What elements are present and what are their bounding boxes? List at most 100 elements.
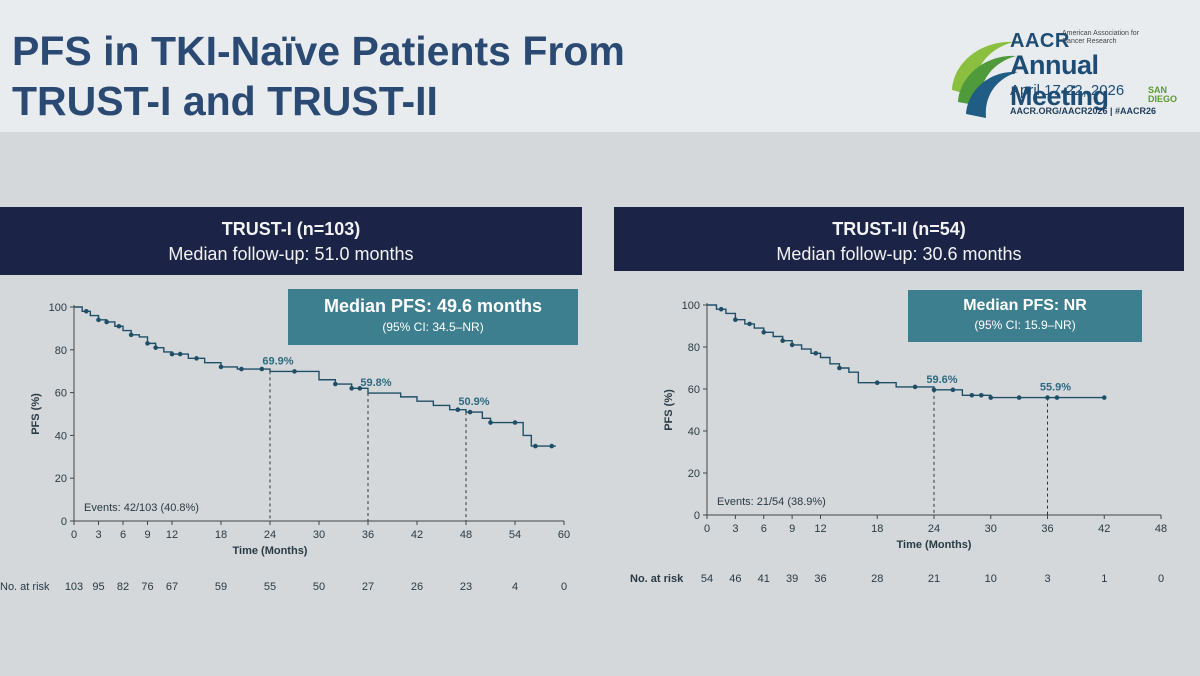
logo-event: Annual Meeting [1010, 50, 1109, 111]
trust1-censor-mark [512, 420, 518, 425]
trust2-at-risk-value: 0 [1158, 573, 1164, 585]
trust1-x-tick-label: 54 [509, 529, 521, 541]
trust1-y-tick-label: 20 [55, 473, 67, 485]
trust1-censor-mark [153, 345, 158, 350]
trust2-y-tick-label: 60 [688, 384, 700, 396]
trust1-x-tick-label: 30 [313, 529, 325, 541]
trust2-censor-mark [733, 317, 738, 323]
trust2-landmark-label: 59.6% [926, 374, 957, 386]
trust1-x-tick-label: 36 [362, 529, 374, 541]
trust1-title: TRUST-I (n=103) [221, 219, 361, 239]
trust1-at-risk-value: 82 [117, 581, 129, 593]
aacr-logo-icon [952, 41, 1018, 118]
trust1-at-risk-value: 26 [411, 581, 423, 593]
trust2-x-tick-label: 18 [871, 523, 883, 535]
trust2-censor-mark [747, 321, 752, 327]
trust2-at-risk-value: 54 [701, 573, 713, 585]
trust1-censor-mark [333, 381, 338, 387]
trust1-x-tick-label: 18 [215, 529, 227, 541]
trust1-at-risk-value: 50 [313, 581, 325, 593]
trust2-y-tick-label: 100 [682, 300, 700, 312]
trust1-x-tick-label: 60 [558, 529, 570, 541]
trust2-censor-mark [1045, 395, 1050, 400]
logo-dates: April 17-22, 2026 [1010, 82, 1125, 99]
logo-brand: AACR [1010, 30, 1070, 52]
trust2-censor-mark [874, 380, 880, 386]
trust2-events-label: Events: 21/54 (38.9%) [717, 496, 826, 508]
trust2-median-ci: (95% CI: 15.9–NR) [974, 318, 1076, 332]
logo-city: SAN DIEGO [1148, 85, 1178, 104]
trust1-censor-mark [104, 319, 109, 325]
trust1-at-risk-value: 67 [166, 581, 178, 593]
trust1-x-tick-label: 0 [71, 529, 77, 541]
trust2-at-risk-value: 3 [1044, 573, 1050, 585]
trust1-at-risk-value: 27 [362, 581, 374, 593]
trust2-y-tick-label: 80 [688, 342, 700, 354]
trust1-censor-mark [177, 351, 183, 357]
trust1-at-risk-value: 23 [460, 581, 472, 593]
trust1-at-risk-value: 4 [512, 581, 518, 593]
logo-url: AACR.ORG/AACR2026 | #AACR26 [1010, 106, 1157, 116]
trust2-censor-mark [950, 387, 956, 393]
trust2-x-tick-label: 42 [1098, 523, 1110, 535]
trust1-x-tick-label: 24 [264, 529, 276, 541]
trust1-y-axis-label: PFS (%) [30, 393, 42, 435]
trust2-x-tick-label: 3 [732, 523, 738, 535]
trust2-censor-mark [789, 342, 795, 348]
trust1-censor-mark [467, 409, 473, 415]
trust2-at-risk-value: 1 [1101, 573, 1107, 585]
trust1-censor-mark [194, 356, 199, 361]
trust2-at-risk-value: 39 [786, 573, 798, 585]
trust2-censor-mark [1101, 395, 1107, 400]
trust1-y-tick-label: 100 [49, 302, 67, 314]
trust2-censor-mark [718, 306, 724, 312]
trust1-at-risk-value: 0 [561, 581, 567, 593]
trust1-censor-mark [292, 369, 297, 374]
trust1-at-risk-value: 95 [92, 581, 104, 593]
trust1-censor-mark [169, 351, 175, 357]
trust1-x-tick-label: 3 [95, 529, 101, 541]
trust2-y-tick-label: 20 [688, 468, 700, 480]
trust2-y-axis-label: PFS (%) [663, 389, 675, 431]
trust2-at-risk-value: 41 [758, 573, 770, 585]
trust1-median-pfs: Median PFS: 49.6 months [323, 296, 543, 316]
trust1-at-risk-value: 76 [141, 581, 153, 593]
trust2-censor-mark [813, 351, 819, 356]
trust1-km-curve [74, 306, 556, 447]
trust1-censor-mark [239, 366, 244, 372]
slide-title: PFS in TKI-Naïve Patients From TRUST-I a… [12, 26, 772, 126]
trust2-censor-mark [761, 330, 767, 335]
trust1-censor-mark [96, 317, 101, 323]
trust2-censor-mark [912, 384, 918, 390]
trust1-landmark-label: 59.8% [360, 377, 391, 389]
trust2-median-box: Median PFS: NR (95% CI: 15.9–NR) [908, 290, 1142, 342]
trust2-followup: Median follow-up: 30.6 months [776, 244, 1022, 264]
trust1-censor-mark [218, 364, 224, 370]
trust1-censor-mark [116, 323, 122, 329]
trust1-censor-mark [357, 386, 363, 391]
trust1-censor-mark [549, 443, 555, 449]
trust2-y-tick-label: 40 [688, 426, 700, 438]
trust1-x-tick-label: 6 [120, 529, 126, 541]
trust1-x-tick-label: 9 [144, 529, 150, 541]
trust2-at-risk-value: 28 [871, 573, 883, 585]
trust1-median-ci: (95% CI: 34.5–NR) [382, 320, 484, 334]
slide-header: PFS in TKI-Naïve Patients From TRUST-I a… [0, 0, 1200, 132]
trust2-at-risk-value: 36 [814, 573, 826, 585]
trust2-censor-mark [837, 365, 842, 371]
trust2-at-risk-value: 46 [729, 573, 741, 585]
logo-association: American Association for Cancer Research [1062, 30, 1140, 45]
trust2-landmark-label: 55.9% [1040, 382, 1071, 394]
trust2-x-tick-label: 12 [814, 523, 826, 535]
trust1-median-box: Median PFS: 49.6 months (95% CI: 34.5–NR… [288, 289, 578, 345]
trust1-events-label: Events: 42/103 (40.8%) [84, 502, 199, 514]
trust1-x-tick-label: 12 [166, 529, 178, 541]
trust2-x-tick-label: 9 [789, 523, 795, 535]
trust1-at-risk-value: 103 [65, 581, 83, 593]
trust2-x-tick-label: 6 [761, 523, 767, 535]
trust1-x-tick-label: 48 [460, 529, 472, 541]
trust2-x-tick-label: 24 [928, 523, 940, 535]
trust2-median-pfs: Median PFS: NR [963, 297, 1087, 314]
trust1-censor-mark [488, 420, 493, 425]
trust2-censor-mark [1016, 395, 1022, 400]
